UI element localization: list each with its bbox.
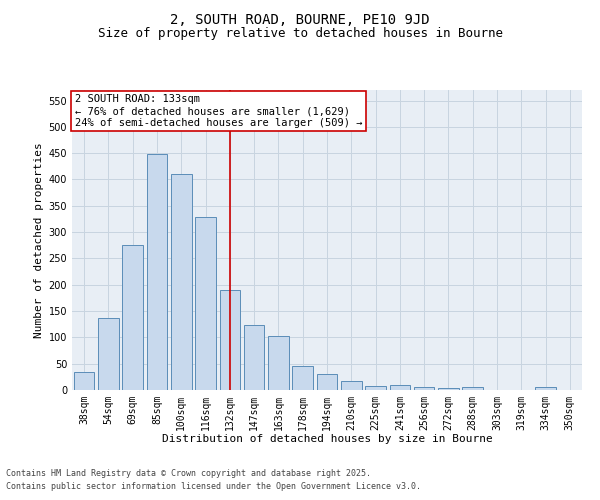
Bar bbox=[414, 388, 434, 390]
Bar bbox=[98, 318, 119, 390]
Bar bbox=[244, 324, 265, 390]
Bar bbox=[268, 336, 289, 390]
Bar bbox=[146, 154, 167, 390]
Text: 2 SOUTH ROAD: 133sqm
← 76% of detached houses are smaller (1,629)
24% of semi-de: 2 SOUTH ROAD: 133sqm ← 76% of detached h… bbox=[74, 94, 362, 128]
Bar bbox=[195, 218, 216, 390]
Bar bbox=[220, 290, 240, 390]
Y-axis label: Number of detached properties: Number of detached properties bbox=[34, 142, 44, 338]
Text: Contains public sector information licensed under the Open Government Licence v3: Contains public sector information licen… bbox=[6, 482, 421, 491]
Bar bbox=[122, 246, 143, 390]
Bar bbox=[463, 388, 483, 390]
Text: Contains HM Land Registry data © Crown copyright and database right 2025.: Contains HM Land Registry data © Crown c… bbox=[6, 468, 371, 477]
Bar bbox=[74, 372, 94, 390]
Bar bbox=[317, 374, 337, 390]
Bar bbox=[341, 380, 362, 390]
Text: Size of property relative to detached houses in Bourne: Size of property relative to detached ho… bbox=[97, 28, 503, 40]
Bar bbox=[365, 386, 386, 390]
Bar bbox=[292, 366, 313, 390]
Bar bbox=[438, 388, 459, 390]
Bar bbox=[171, 174, 191, 390]
X-axis label: Distribution of detached houses by size in Bourne: Distribution of detached houses by size … bbox=[161, 434, 493, 444]
Text: 2, SOUTH ROAD, BOURNE, PE10 9JD: 2, SOUTH ROAD, BOURNE, PE10 9JD bbox=[170, 12, 430, 26]
Bar bbox=[389, 386, 410, 390]
Bar bbox=[535, 387, 556, 390]
